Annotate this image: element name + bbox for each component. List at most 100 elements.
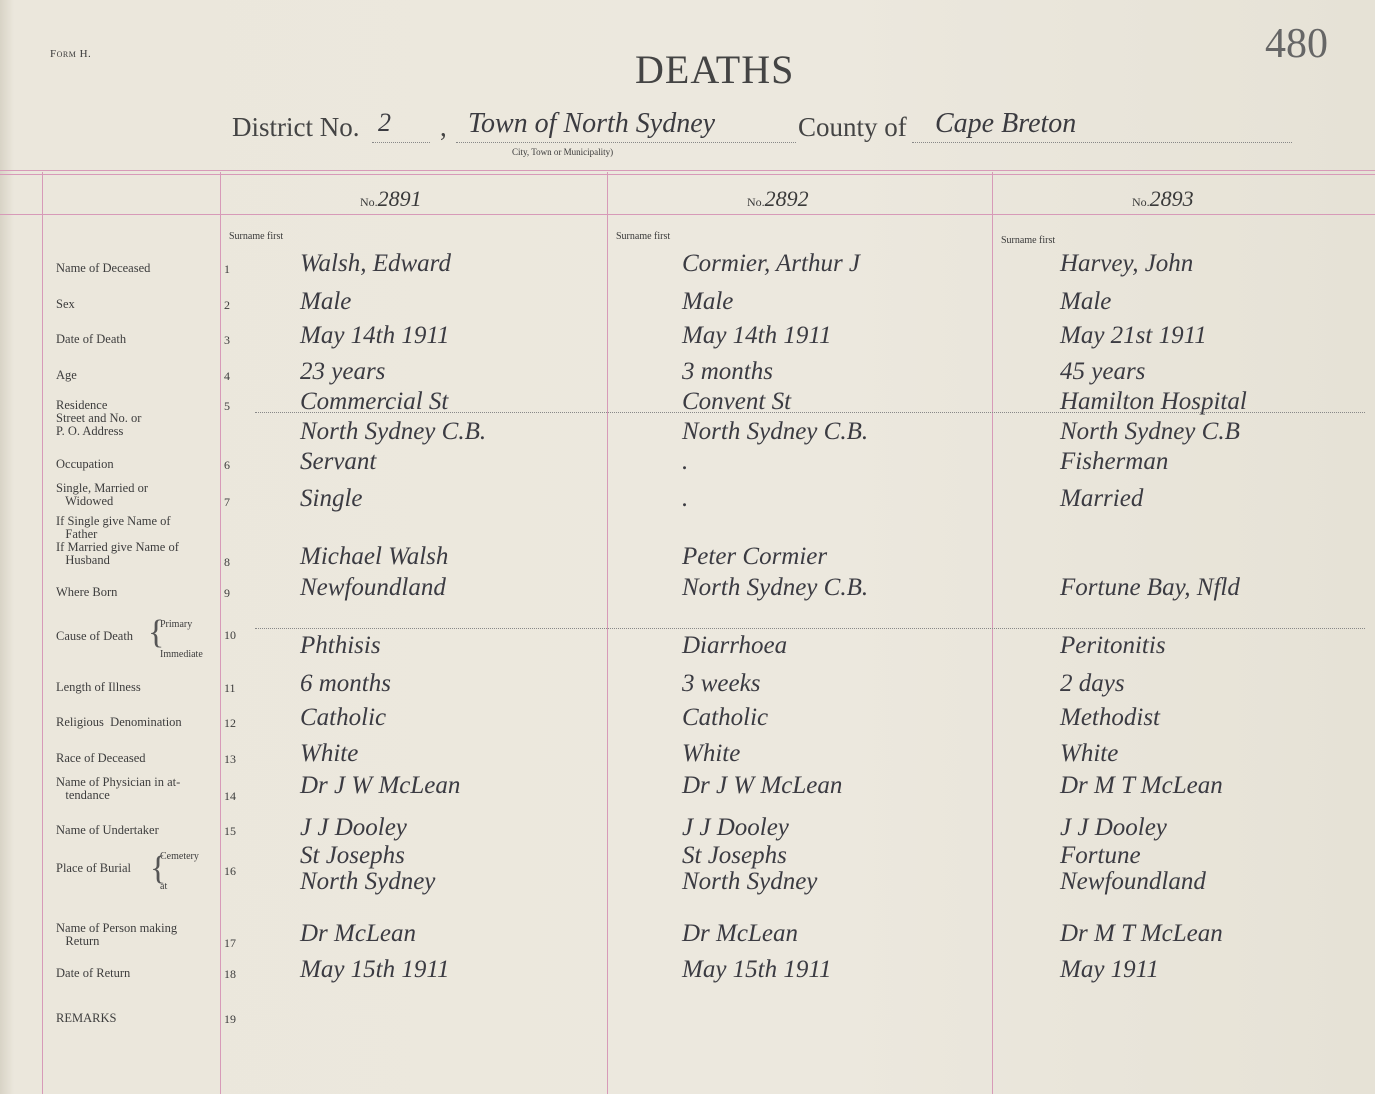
field-label-name-of-deceased: Name of Deceased [56, 261, 151, 275]
entry-value: Hamilton Hospital [1060, 388, 1247, 415]
brace: { [150, 850, 167, 887]
field-label-name-of-physician-in-at-tendance: Name of Physician in at- tendance [56, 775, 181, 802]
field-number: 13 [224, 752, 236, 766]
entry-value: Cormier, Arthur J [682, 250, 861, 277]
entry-value: Newfoundland [300, 574, 446, 601]
entry-value: May 14th 1911 [300, 322, 450, 349]
entry-value: Commercial St [300, 388, 449, 415]
entry-value: May 1911 [1060, 956, 1159, 983]
field-label-race-of-deceased: Race of Deceased [56, 751, 146, 765]
entry-value: Dr J W McLean [682, 772, 843, 799]
field-label-age: Age [56, 368, 77, 382]
sub-label: at [160, 881, 168, 892]
entry-value: Fortune Bay, Nfld [1060, 574, 1240, 601]
entry-value: Methodist [1060, 704, 1160, 731]
entry-value: Married [1060, 485, 1144, 512]
entry-value: . [682, 485, 689, 512]
field-label-religious-denomination: Religious Denomination [56, 715, 182, 729]
entry-value: Michael Walsh [300, 543, 449, 570]
sub-label: Primary [160, 619, 193, 630]
field-number: 16 [224, 864, 236, 878]
entry-value: Catholic [300, 704, 387, 731]
entry-value: Dr McLean [682, 920, 798, 947]
entry-value: 23 years [300, 358, 386, 385]
county: Cape Breton [935, 108, 1077, 139]
entry-value: May 15th 1911 [682, 956, 832, 983]
entry-value: Walsh, Edward [300, 250, 451, 277]
entry-value: St Josephs [682, 842, 787, 869]
entry-residence-line2: North Sydney C.B. [300, 418, 487, 445]
field-number: 8 [224, 555, 230, 569]
entry-value: Fisherman [1060, 448, 1169, 475]
entry-value: J J Dooley [682, 814, 789, 841]
entry-value: White [1060, 740, 1119, 767]
field-number: 9 [224, 586, 230, 600]
entry-value: Harvey, John [1060, 250, 1194, 277]
entry-value: . [682, 448, 689, 475]
entry-value: Servant [300, 448, 377, 475]
field-label-residence-street-and-no-or-p-o-address: Residence Street and No. or P. O. Addres… [56, 398, 142, 438]
field-label-remarks: REMARKS [56, 1011, 117, 1025]
entry-value: J J Dooley [300, 814, 407, 841]
entry-number: No.2893 [1132, 186, 1194, 211]
entry-residence-line2: North Sydney C.B [1060, 418, 1240, 445]
entry-value: Peritonitis [1060, 632, 1166, 659]
surname-first-note: Surname first [616, 231, 671, 242]
sub-label: Immediate [160, 649, 203, 660]
field-number: 15 [224, 824, 236, 838]
entry-value: White [682, 740, 741, 767]
field-label-sex: Sex [56, 297, 75, 311]
field-label-if-single-give-name-of-father-if-married-give-name-of-husband: If Single give Name of Father If Married… [56, 514, 179, 567]
entry-value: May 14th 1911 [682, 322, 832, 349]
municipality: Town of North Sydney [468, 108, 716, 139]
surname-first-note: Surname first [229, 231, 284, 242]
entry-value: J J Dooley [1060, 814, 1167, 841]
entry-value: Convent St [682, 388, 792, 415]
field-number: 3 [224, 333, 230, 347]
brace: { [148, 614, 165, 651]
entry-value: Dr J W McLean [300, 772, 461, 799]
entry-value: Phthisis [300, 632, 381, 659]
entry-value: White [300, 740, 359, 767]
surname-first-note: Surname first [1001, 235, 1056, 246]
entry-value: Diarrhoea [682, 632, 788, 659]
field-number: 5 [224, 399, 230, 413]
field-label-cause-of-death: Cause of Death [56, 629, 134, 643]
entry-value: 2 days [1060, 670, 1125, 697]
entry-value: May 15th 1911 [300, 956, 450, 983]
entry-value: 45 years [1060, 358, 1146, 385]
entry-number: No.2891 [360, 186, 422, 211]
district-number: 2 [378, 108, 391, 137]
field-label-where-born: Where Born [56, 585, 118, 599]
field-label-date-of-return: Date of Return [56, 966, 131, 980]
entry-value: Peter Cormier [682, 543, 828, 570]
field-number: 4 [224, 369, 230, 383]
field-number: 7 [224, 495, 230, 509]
field-label-occupation: Occupation [56, 457, 114, 471]
entry-value: 6 months [300, 670, 391, 697]
field-label-length-of-illness: Length of Illness [56, 680, 141, 694]
entry-value: 3 weeks [682, 670, 761, 697]
entry-value: 3 months [682, 358, 773, 385]
entry-value: North Sydney C.B. [682, 574, 869, 601]
municipality-caption: City, Town or Municipality) [512, 147, 614, 157]
page-title: DEATHS [635, 47, 795, 92]
field-number: 17 [224, 936, 236, 950]
entry-value: May 21st 1911 [1060, 322, 1207, 349]
entry-number: No.2892 [747, 186, 809, 211]
entry-value: Dr McLean [300, 920, 416, 947]
entry-value: Fortune [1060, 842, 1141, 869]
entry-value: Catholic [682, 704, 769, 731]
field-label-name-of-person-making-return: Name of Person making Return [56, 921, 178, 948]
district-label: District No. [232, 112, 360, 142]
field-number: 11 [224, 681, 236, 695]
field-number: 18 [224, 967, 236, 981]
entry-value: Single [300, 485, 363, 512]
entry-burial-line2: North Sydney [300, 868, 436, 895]
field-number: 2 [224, 298, 230, 312]
field-number: 6 [224, 458, 230, 472]
entry-residence-line2: North Sydney C.B. [682, 418, 869, 445]
county-label: County of [798, 112, 907, 142]
entry-value: Dr M T McLean [1060, 772, 1223, 799]
